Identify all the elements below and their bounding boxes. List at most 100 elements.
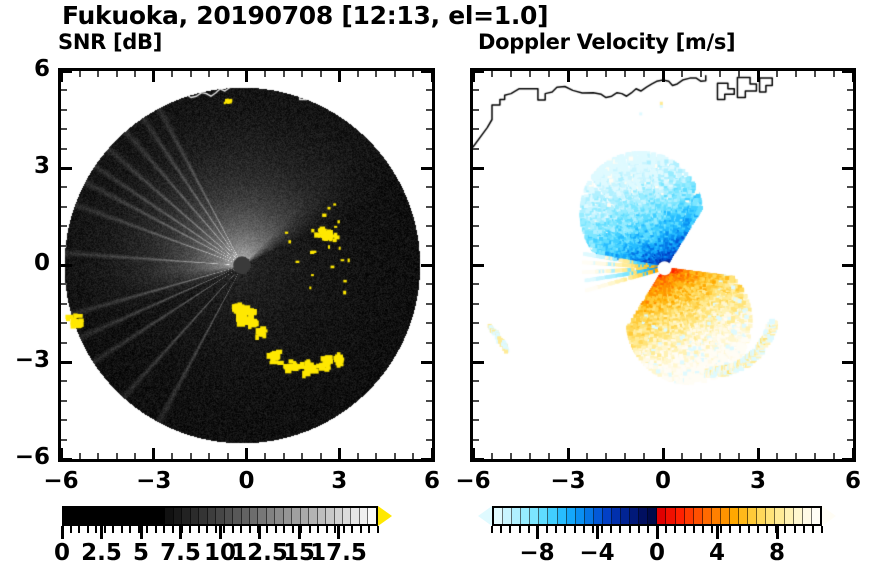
snr-colorbar-gradient <box>62 506 378 526</box>
axis-tick <box>116 71 118 77</box>
axis-tick <box>426 225 432 227</box>
colorbar-swatch <box>334 508 343 524</box>
axis-tick <box>264 71 266 77</box>
colorbar-swatch <box>539 508 549 524</box>
axis-tick <box>426 186 432 188</box>
axis-tick <box>847 225 853 227</box>
snr-radar-image <box>61 71 432 459</box>
axis-tick <box>821 526 823 533</box>
colorbar-swatch <box>684 508 694 524</box>
axis-tick <box>60 448 63 459</box>
axis-tick <box>619 526 621 533</box>
axis-tick <box>412 71 414 77</box>
colorbar-swatch <box>190 508 200 524</box>
colorbar-swatch <box>530 508 540 524</box>
colorbar-swatch <box>258 508 267 524</box>
axis-tick <box>426 419 432 421</box>
axis-tick <box>529 453 531 459</box>
axis-tick <box>421 70 432 73</box>
axis-tick <box>719 71 721 77</box>
axis-tick <box>643 71 645 77</box>
axis-tick <box>803 526 805 533</box>
axis-tick <box>189 526 191 533</box>
axis-tick <box>795 453 797 459</box>
axis-tick <box>586 453 588 459</box>
colorbar-swatch <box>351 508 360 524</box>
snr-colorbar-tick-label-6: 15 <box>282 540 315 566</box>
colorbar-swatch <box>593 508 603 524</box>
axis-tick <box>245 448 248 459</box>
axis-tick <box>70 526 72 533</box>
axis-tick <box>171 453 173 459</box>
axis-tick <box>61 361 72 364</box>
axis-tick <box>491 526 493 533</box>
snr-colorbar-tick-label-4: 10 <box>203 540 236 566</box>
colorbar-swatch <box>182 508 191 524</box>
axis-tick <box>426 109 432 111</box>
axis-tick <box>473 225 479 227</box>
axis-tick <box>61 128 67 130</box>
doppler-plot-panel[interactable] <box>470 68 856 462</box>
axis-tick <box>510 453 512 459</box>
axis-tick <box>61 167 72 170</box>
axis-tick <box>375 71 377 77</box>
colorbar-over-arrow <box>378 506 392 526</box>
axis-tick <box>426 245 432 247</box>
axis-tick <box>283 71 285 77</box>
snr-panel-title: SNR [dB] <box>58 30 163 54</box>
colorbar-swatch <box>317 508 327 524</box>
axis-tick <box>473 128 479 130</box>
axis-tick <box>421 361 432 364</box>
axis-tick <box>842 70 853 73</box>
colorbar-swatch <box>292 508 301 524</box>
colorbar-swatch <box>793 508 803 524</box>
axis-tick <box>847 283 853 285</box>
axis-tick <box>833 71 835 77</box>
axis-tick <box>61 322 67 324</box>
x-tick-label-0-3: 3 <box>331 468 348 494</box>
axis-tick <box>693 526 695 533</box>
axis-tick <box>375 453 377 459</box>
axis-tick <box>338 71 341 82</box>
colorbar-swatch <box>748 508 758 524</box>
axis-tick <box>529 71 531 77</box>
colorbar-swatch <box>784 508 794 524</box>
axis-tick <box>179 526 182 539</box>
axis-tick <box>500 526 502 533</box>
axis-tick <box>610 526 612 533</box>
snr-plot-panel[interactable] <box>58 68 435 462</box>
axis-tick <box>394 453 396 459</box>
axis-tick <box>60 71 63 82</box>
axis-tick <box>219 526 222 539</box>
axis-tick <box>337 526 340 539</box>
axis-tick <box>215 526 217 533</box>
y-tick-label-3: −3 <box>14 347 50 373</box>
y-tick-label-0: 6 <box>33 56 50 82</box>
colorbar-swatch <box>702 508 712 524</box>
colorbar-swatch <box>114 508 124 524</box>
axis-tick <box>473 264 484 267</box>
axis-tick <box>377 526 379 533</box>
axis-tick <box>567 448 570 459</box>
axis-tick <box>208 453 210 459</box>
axis-tick <box>298 526 301 539</box>
colorbar-swatch <box>811 508 820 524</box>
axis-tick <box>421 458 432 461</box>
axis-tick <box>334 526 336 533</box>
axis-tick <box>681 71 683 77</box>
axis-tick <box>473 303 479 305</box>
snr-colorbar[interactable] <box>62 504 392 530</box>
axis-tick <box>847 400 853 402</box>
doppler-colorbar[interactable] <box>476 504 836 530</box>
axis-tick <box>473 419 479 421</box>
page-title: Fukuoka, 20190708 [12:13, el=1.0] <box>62 1 549 30</box>
colorbar-swatch <box>300 508 310 524</box>
axis-tick <box>426 439 432 441</box>
axis-tick <box>129 526 131 533</box>
axis-tick <box>847 380 853 382</box>
axis-tick <box>548 71 550 77</box>
axis-tick <box>357 71 359 77</box>
colorbar-swatch <box>342 508 352 524</box>
colorbar-swatch <box>602 508 613 524</box>
axis-tick <box>134 71 136 77</box>
